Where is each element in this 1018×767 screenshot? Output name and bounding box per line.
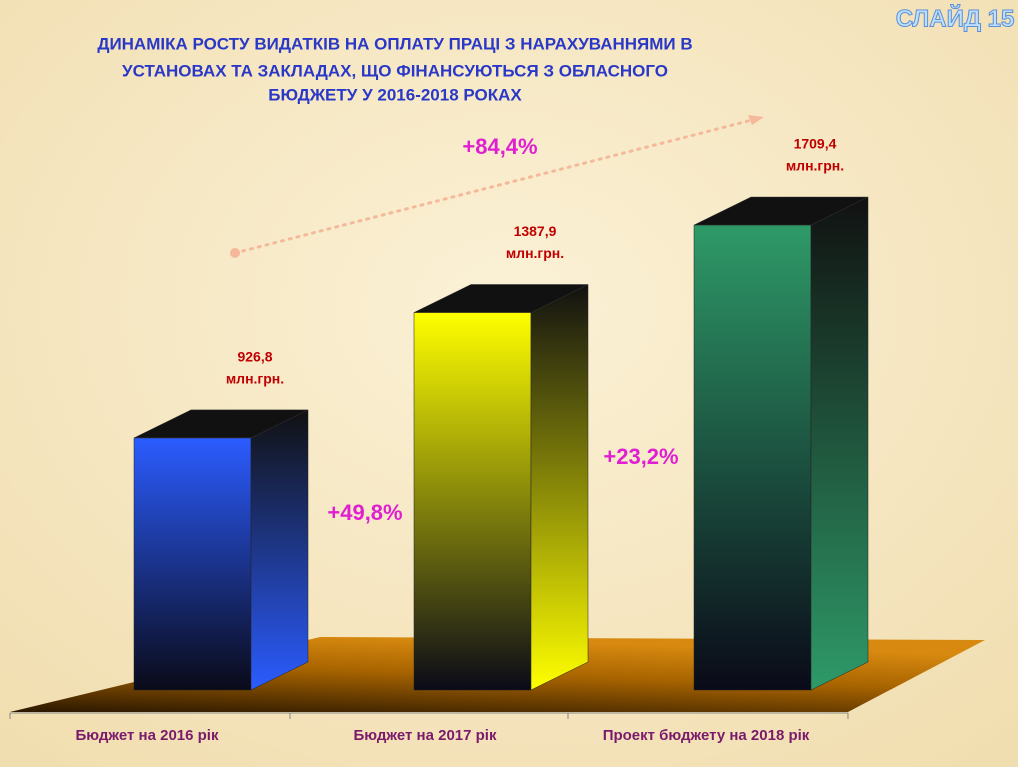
- bar-front: [693, 224, 812, 691]
- annotation: +23,2%: [603, 444, 678, 469]
- title-line: УСТАНОВАХ ТА ЗАКЛАДАХ, ЩО ФІНАНСУЮТЬСЯ З…: [122, 61, 668, 80]
- title-line: БЮДЖЕТУ У 2016-2018 РОКАХ: [268, 85, 522, 104]
- value-unit: млн.грн.: [506, 245, 564, 261]
- annotation: +49,8%: [327, 500, 402, 525]
- x-tick-label: Проект бюджету на 2018 рік: [603, 727, 810, 744]
- bar-side: [250, 409, 309, 691]
- value-unit: млн.грн.: [786, 158, 844, 174]
- bar-front: [413, 312, 532, 691]
- growth-arrow: [233, 118, 754, 255]
- title-line: ДИНАМІКА РОСТУ ВИДАТКІВ НА ОПЛАТУ ПРАЦІ …: [97, 34, 692, 53]
- arrow-head: [748, 115, 764, 125]
- slide-label: СЛАЙД 15: [896, 4, 1015, 32]
- value-label: 1709,4: [794, 136, 837, 152]
- bar-front: [133, 437, 252, 691]
- x-tick-label: Бюджет на 2017 рік: [354, 727, 497, 744]
- value-label: 1387,9: [514, 223, 557, 239]
- bar-side: [530, 284, 589, 691]
- annotation: +84,4%: [462, 134, 537, 159]
- bar-top: [693, 196, 869, 226]
- x-tick-label: Бюджет на 2016 рік: [76, 727, 219, 744]
- value-label: 926,8: [237, 349, 272, 365]
- bar-top: [413, 284, 589, 313]
- bar-side: [810, 196, 869, 691]
- bar-top: [133, 409, 309, 439]
- value-unit: млн.грн.: [226, 371, 284, 387]
